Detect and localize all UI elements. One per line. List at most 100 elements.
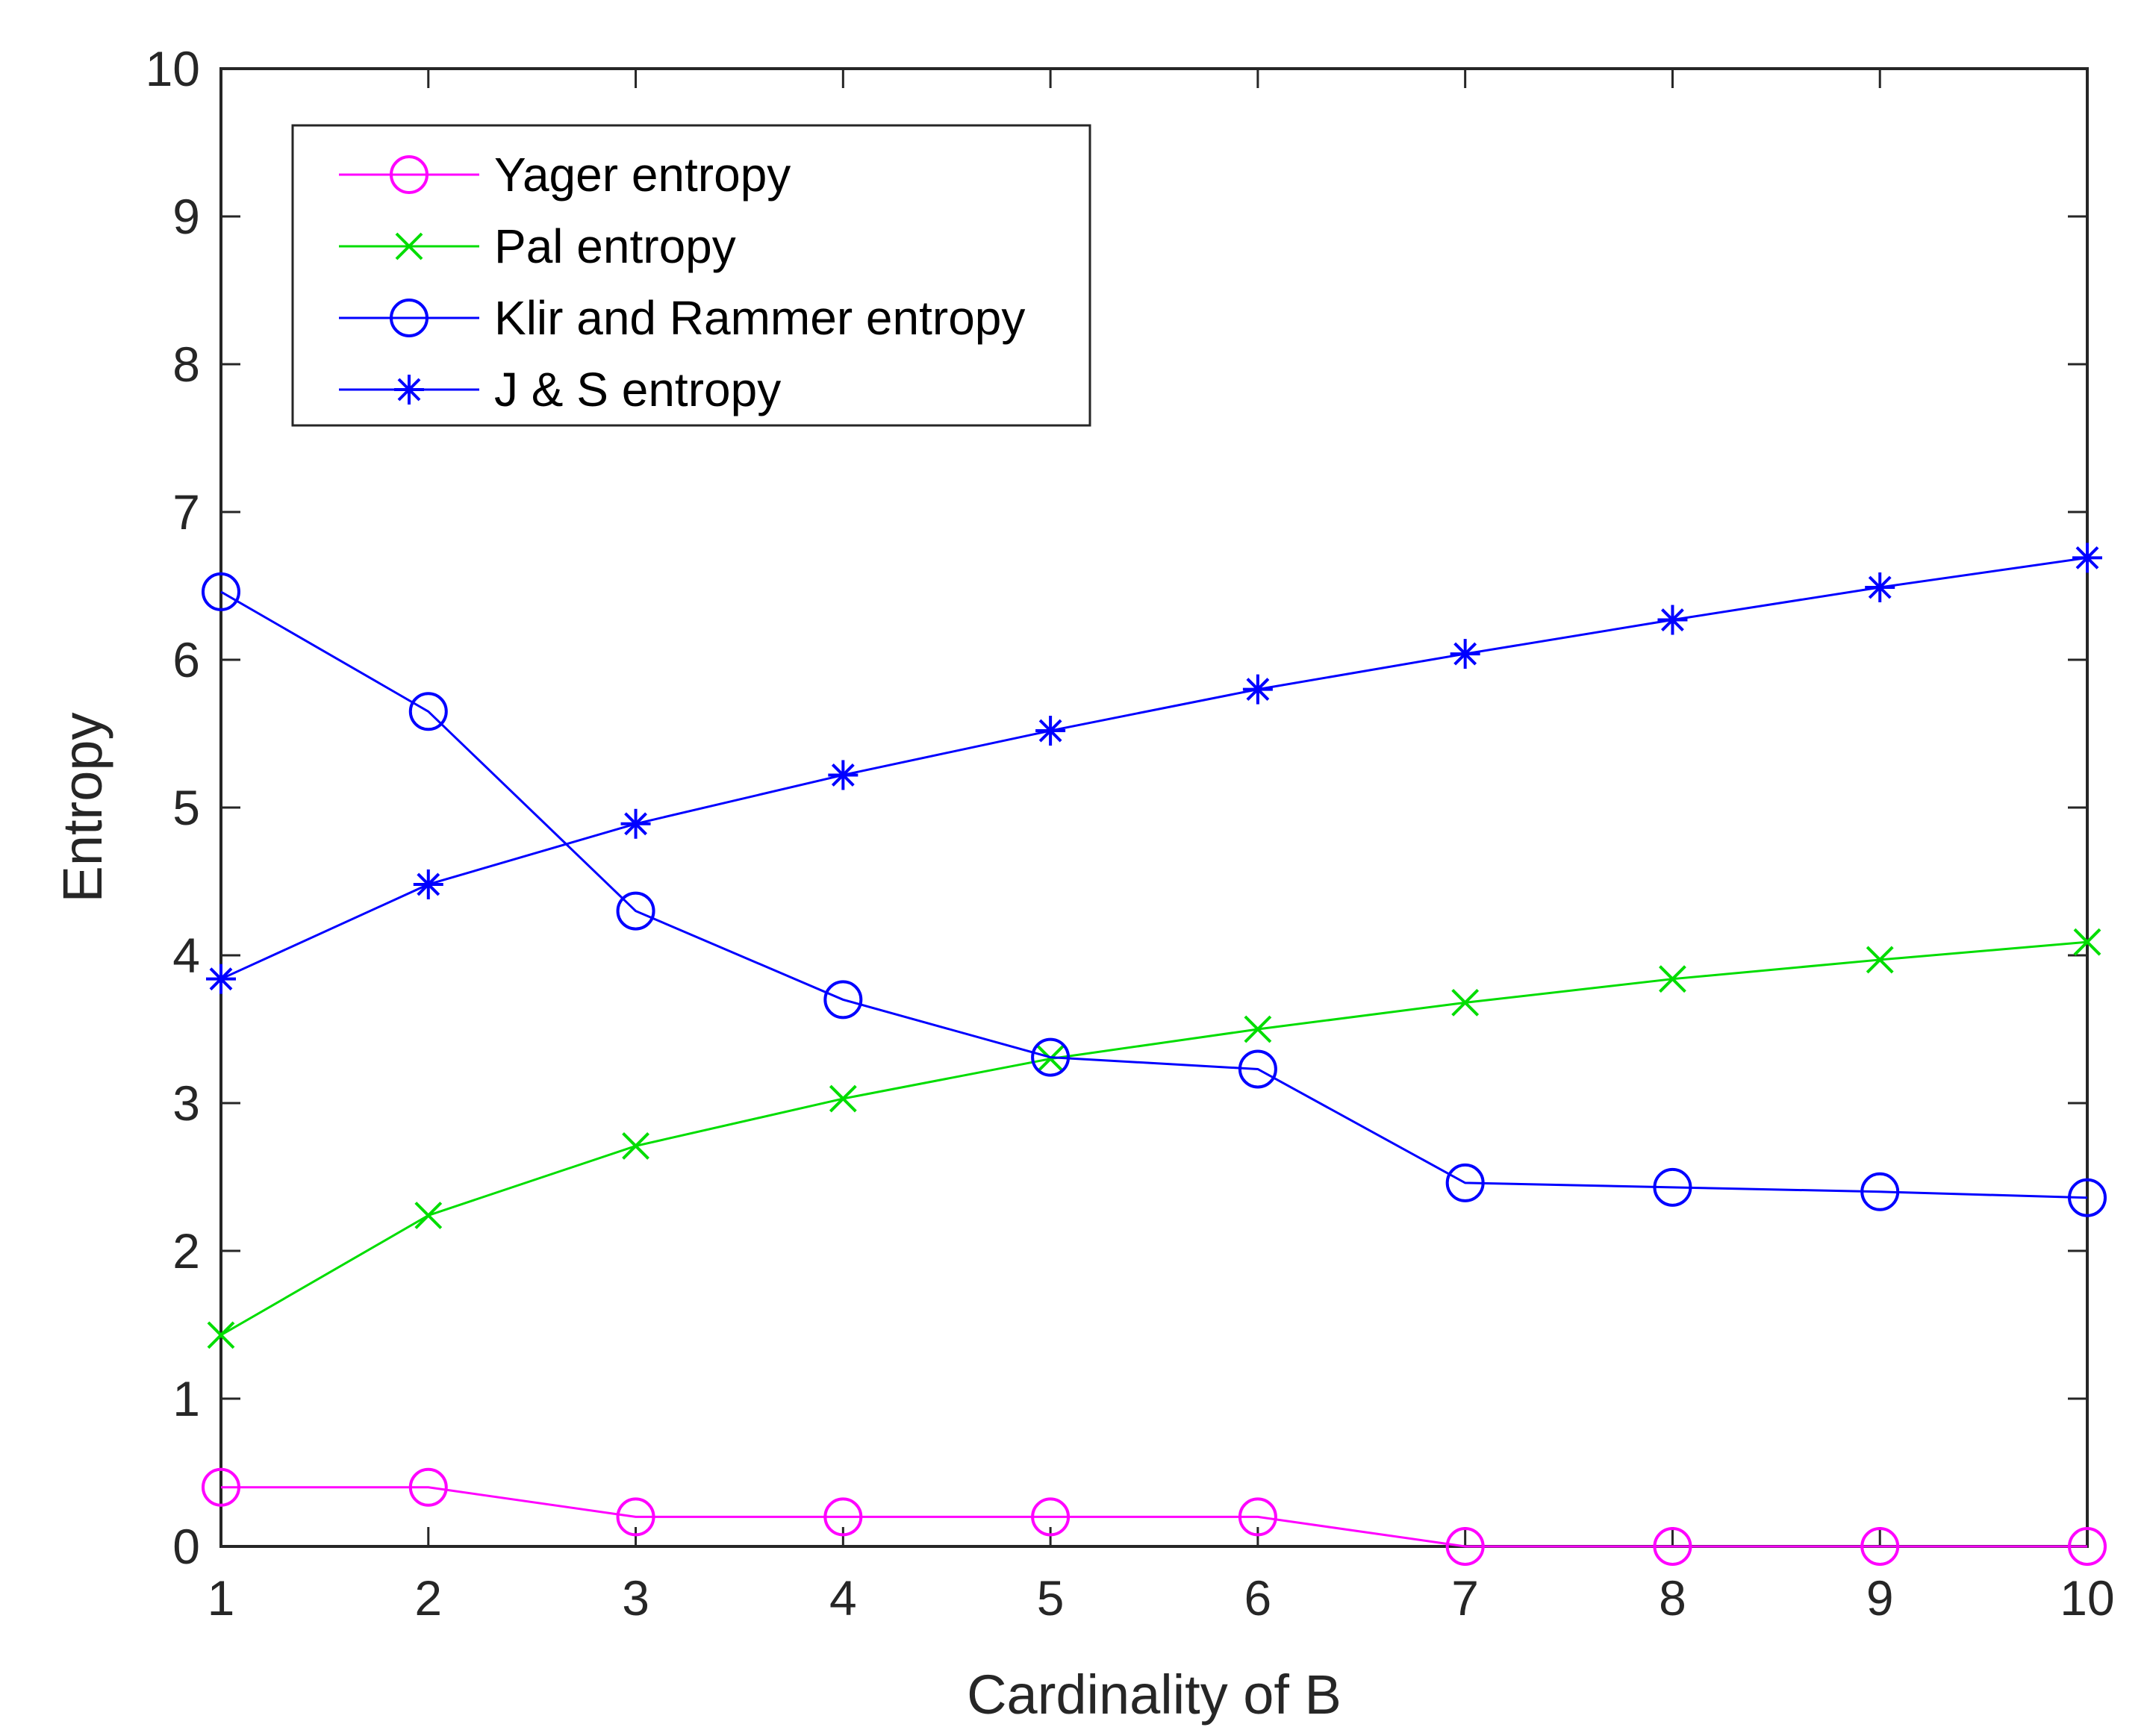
x-tick-label: 5 xyxy=(1037,1570,1065,1626)
legend: Yager entropy Pal entropy Klir and Rammer … xyxy=(291,124,1091,427)
data-point xyxy=(829,1084,857,1113)
data-point xyxy=(1860,1527,1900,1566)
data-point xyxy=(1657,605,1688,635)
asterisk-marker-stroke xyxy=(1868,575,1892,599)
data-point xyxy=(1242,674,1273,705)
data-point xyxy=(1445,1163,1485,1202)
series-yager-entropy xyxy=(202,1467,2107,1566)
data-point xyxy=(1036,1045,1065,1073)
data-point xyxy=(2072,543,2102,573)
series-line xyxy=(220,556,2088,981)
series-pal-entropy xyxy=(207,928,2101,1349)
y-axis-label: Entropy xyxy=(52,712,113,902)
data-point xyxy=(616,1497,655,1537)
data-point xyxy=(1031,1497,1071,1537)
y-tick-label: 1 xyxy=(172,1371,200,1426)
legend-label: Yager entropy xyxy=(494,148,791,202)
legend-marker xyxy=(390,299,429,337)
data-point xyxy=(622,1132,649,1160)
y-tick-label: 7 xyxy=(172,484,200,540)
x-marker-stroke xyxy=(829,1084,857,1113)
series-layer xyxy=(202,543,2107,1566)
data-point xyxy=(408,692,448,731)
data-point xyxy=(1860,1172,1900,1211)
data-point xyxy=(1451,988,1480,1017)
data-point xyxy=(1035,716,1066,746)
data-point xyxy=(207,1321,235,1349)
data-point xyxy=(828,760,859,790)
y-tick-label: 5 xyxy=(172,780,200,835)
asterisk-marker-stroke xyxy=(397,378,421,402)
y-tick-label: 0 xyxy=(172,1519,200,1574)
x-tick-label: 2 xyxy=(414,1570,442,1626)
asterisk-marker-stroke xyxy=(1453,642,1477,666)
legend-item: Pal entropy xyxy=(339,219,736,273)
x-tick-label: 6 xyxy=(1244,1570,1272,1626)
y-tick-label: 3 xyxy=(172,1075,200,1131)
series-klir-and-rammer-entropy xyxy=(202,572,2107,1217)
series-line xyxy=(221,1486,2087,1548)
data-point xyxy=(206,964,236,994)
x-marker-stroke xyxy=(1036,1045,1065,1073)
x-marker-stroke xyxy=(1866,946,1894,974)
y-tick-label: 4 xyxy=(172,928,200,983)
data-point xyxy=(202,572,240,611)
data-point xyxy=(408,1467,448,1507)
y-tick-label: 10 xyxy=(146,41,200,96)
asterisk-marker-stroke xyxy=(417,872,440,896)
legend-item: J & S entropy xyxy=(339,363,781,416)
legend-item: Klir and Rammer entropy xyxy=(339,291,1025,345)
data-point xyxy=(1865,572,1895,602)
data-point xyxy=(413,869,443,899)
data-point xyxy=(1445,1527,1485,1566)
x-marker-stroke xyxy=(207,1321,235,1349)
x-tick-label: 8 xyxy=(1659,1570,1686,1626)
data-point xyxy=(823,1497,863,1537)
data-point xyxy=(1031,1037,1071,1077)
data-point xyxy=(823,980,863,1020)
data-point xyxy=(1238,1049,1277,1089)
data-point xyxy=(2068,1178,2107,1217)
y-tick-label: 2 xyxy=(172,1223,200,1278)
asterisk-marker-stroke xyxy=(2075,546,2099,569)
series-line xyxy=(220,940,2088,1337)
data-point xyxy=(1450,639,1480,669)
legend-label: J & S entropy xyxy=(494,363,781,416)
asterisk-marker-stroke xyxy=(1246,678,1270,702)
series-j-s-entropy xyxy=(206,543,2102,994)
legend-marker xyxy=(394,375,424,405)
x-marker-stroke xyxy=(395,232,423,260)
asterisk-marker-stroke xyxy=(1661,608,1684,631)
x-tick-label: 10 xyxy=(2060,1570,2114,1626)
series-line xyxy=(220,590,2088,1199)
asterisk-marker-stroke xyxy=(624,812,647,836)
data-point xyxy=(616,891,655,931)
x-tick-label: 9 xyxy=(1866,1570,1894,1626)
y-tick-label: 6 xyxy=(172,632,200,687)
data-point xyxy=(620,808,651,839)
data-point xyxy=(1659,965,1686,993)
data-point xyxy=(1653,1167,1692,1207)
x-tick-label: 1 xyxy=(208,1570,235,1626)
data-point xyxy=(1866,946,1894,974)
legend-marker xyxy=(390,155,429,194)
data-point xyxy=(202,1467,240,1507)
y-tick-label: 8 xyxy=(172,337,200,392)
asterisk-marker-stroke xyxy=(1038,719,1062,743)
x-tick-label: 4 xyxy=(829,1570,857,1626)
x-tick-label: 7 xyxy=(1451,1570,1479,1626)
data-point xyxy=(414,1202,443,1229)
asterisk-marker-stroke xyxy=(831,764,855,787)
y-tick-label: 9 xyxy=(172,189,200,244)
x-marker-stroke xyxy=(1451,988,1480,1017)
data-point xyxy=(1244,1015,1272,1043)
data-point xyxy=(2073,928,2101,956)
data-point xyxy=(2068,1527,2107,1566)
legend-marker xyxy=(395,232,423,260)
legend-item: Yager entropy xyxy=(339,148,791,202)
x-axis-label: Cardinality of B xyxy=(967,1664,1342,1726)
x-marker-stroke xyxy=(622,1132,649,1160)
x-tick-label: 3 xyxy=(622,1570,649,1626)
